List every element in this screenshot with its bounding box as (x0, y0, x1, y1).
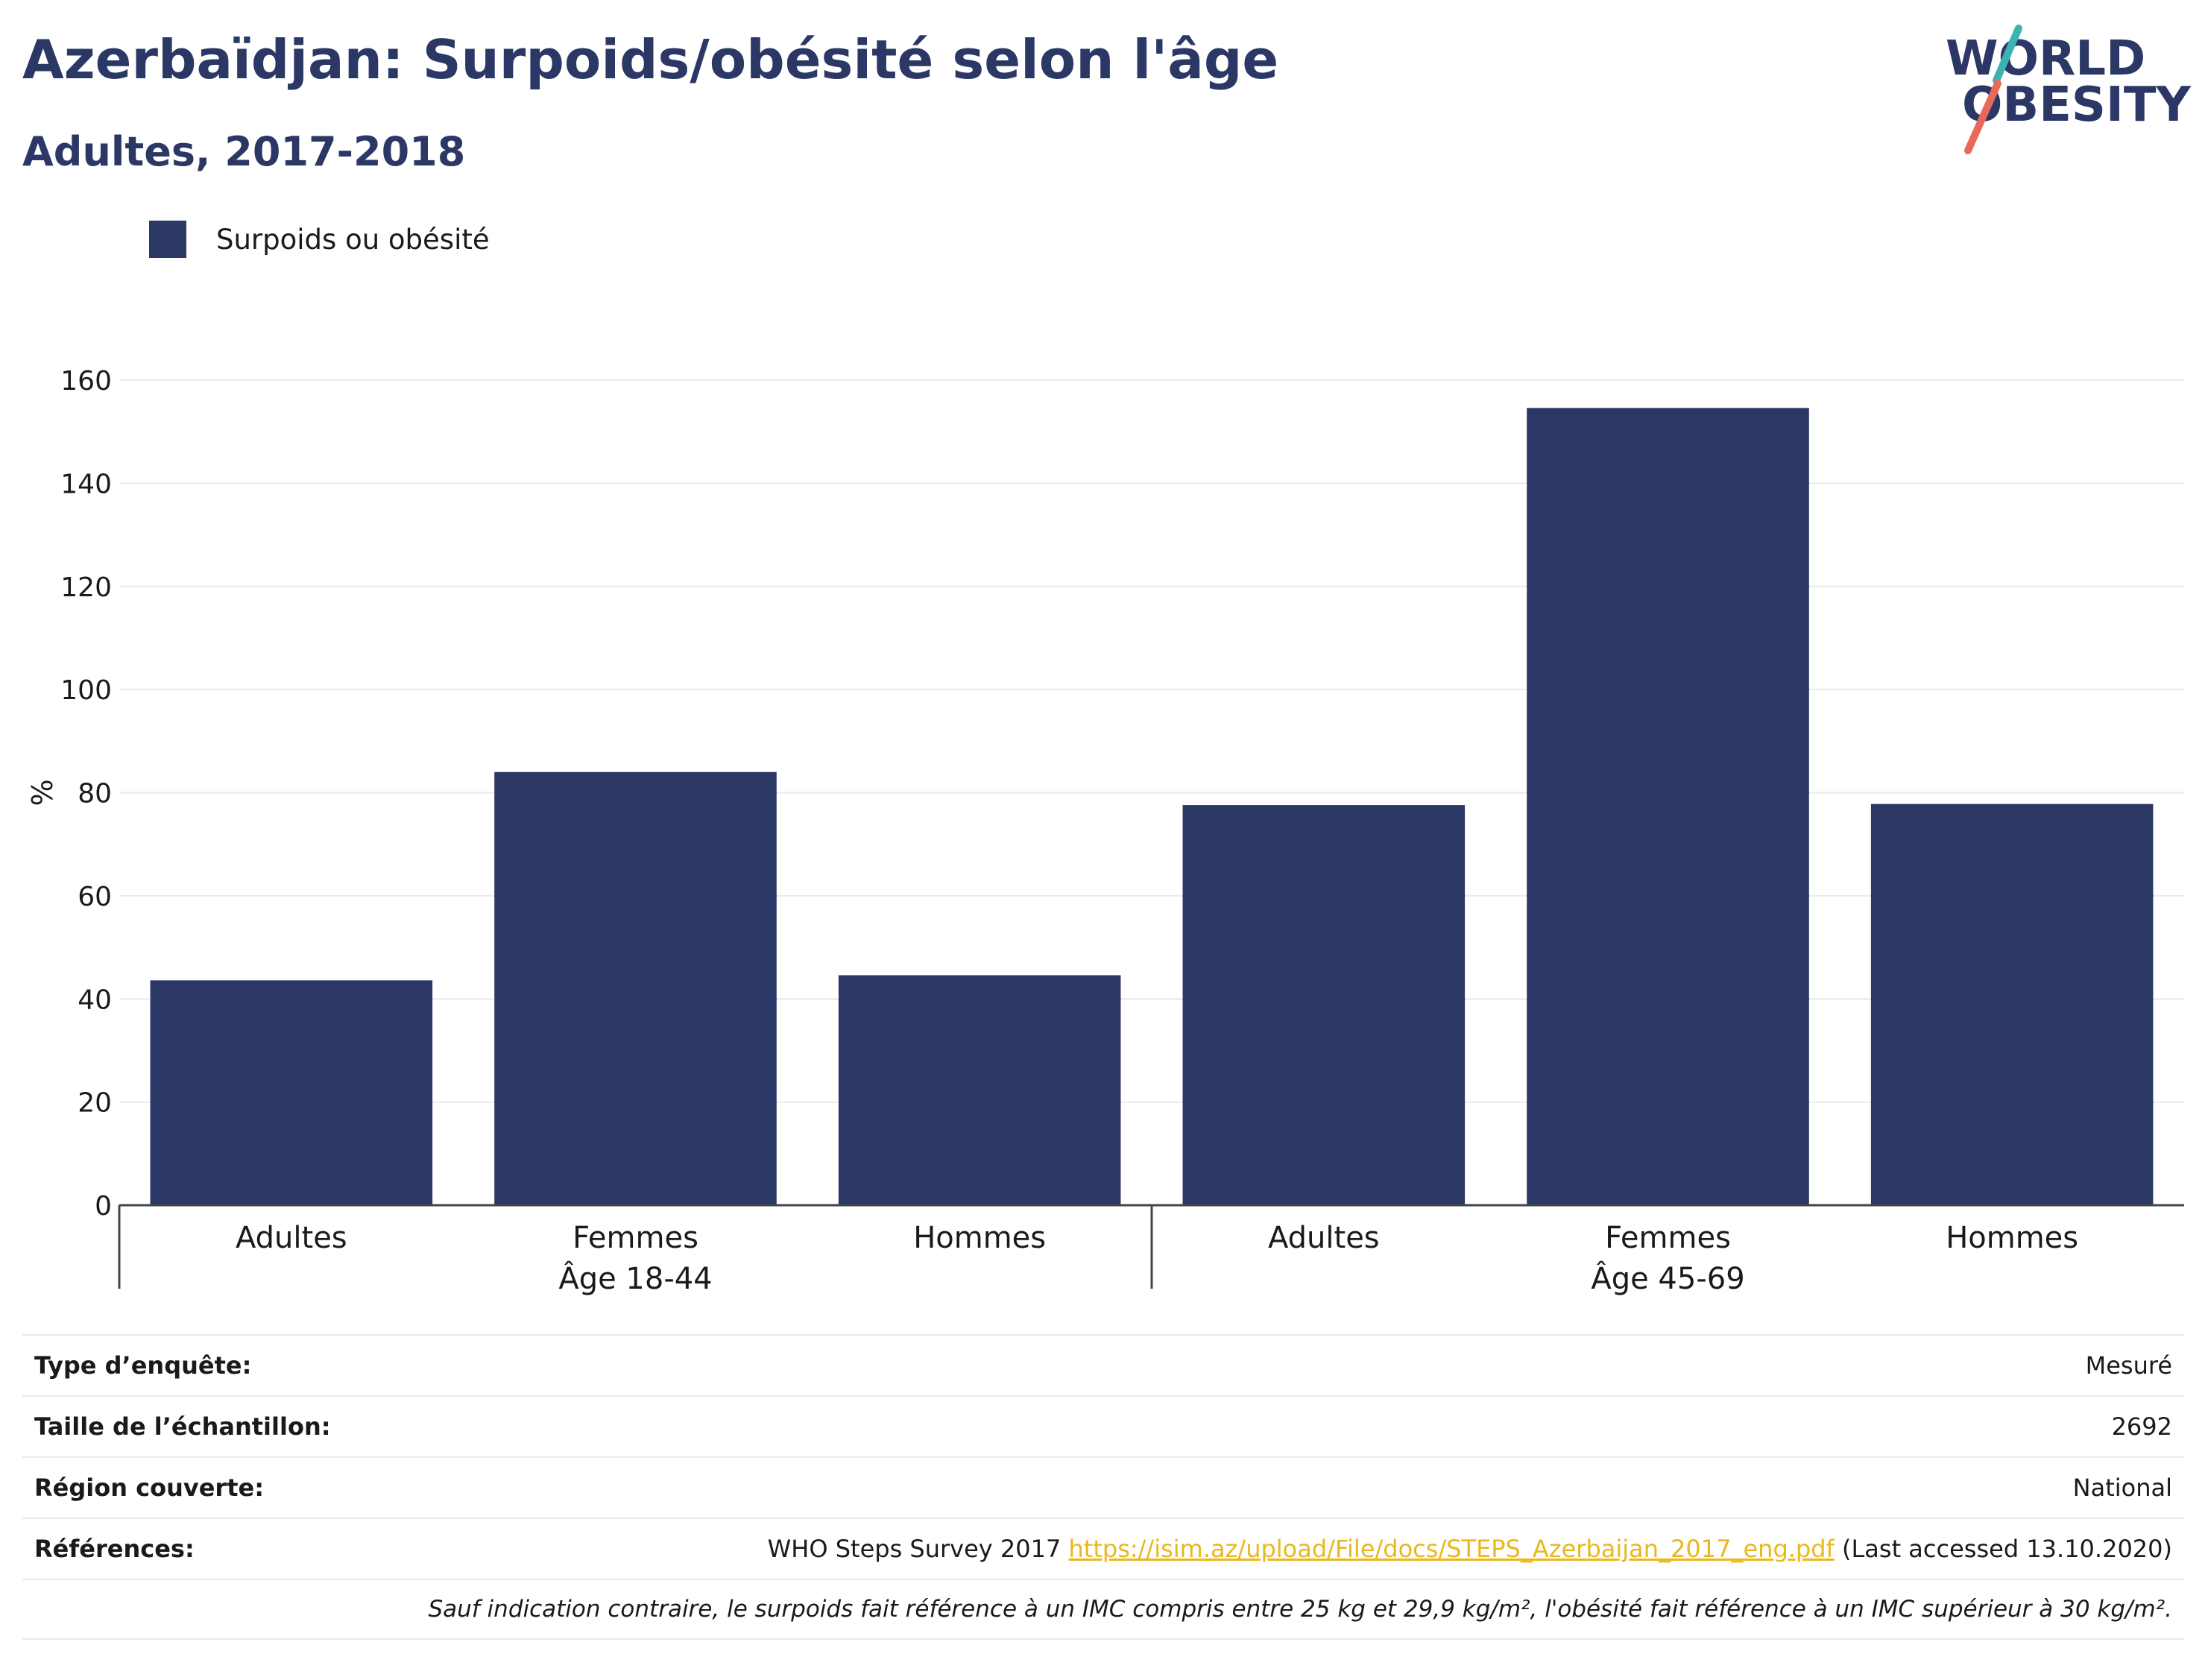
bar (1870, 803, 2154, 1205)
x-group-label: Âge 45-69 (1591, 1260, 1744, 1296)
info-row-survey-type: Type d’enquête: Mesuré (22, 1334, 2184, 1395)
logo-line-1: WORLD (1946, 31, 2145, 86)
legend-swatch (149, 221, 186, 258)
region-value: National (2072, 1474, 2172, 1502)
info-row-note: Sauf indication contraire, le surpoids f… (22, 1579, 2184, 1640)
y-tick-label: 20 (78, 1088, 112, 1119)
bar (1182, 805, 1466, 1205)
x-category-label: Adultes (1268, 1221, 1380, 1255)
info-row-sample-size: Taille de l’échantillon: 2692 (22, 1395, 2184, 1456)
y-tick-label: 140 (60, 469, 112, 499)
x-group-label: Âge 18-44 (558, 1260, 712, 1296)
chart-title: Azerbaïdjan: Surpoids/obésité selon l'âg… (22, 28, 1279, 91)
bar (150, 980, 433, 1205)
region-label: Région couverte: (34, 1474, 264, 1502)
legend: Surpoids ou obésité (149, 221, 490, 258)
x-category-label: Adultes (236, 1221, 347, 1255)
y-tick-label: 0 (95, 1191, 112, 1222)
info-row-region: Région couverte: National (22, 1456, 2184, 1518)
sample-size-value: 2692 (2111, 1412, 2172, 1441)
y-tick-label: 80 (78, 779, 112, 809)
references-label: Références: (34, 1535, 195, 1563)
y-tick-label: 60 (78, 882, 112, 912)
logo-slash-top (1993, 25, 2022, 84)
x-category-label: Femmes (572, 1221, 698, 1255)
bar-chart: 0 20 40 60 80 100 120 140 160% Adultes Femmes Homme… (26, 366, 2184, 1296)
y-tick-label: 160 (60, 366, 112, 397)
bar (1527, 408, 1809, 1205)
info-row-references: Références: WHO Steps Survey 2017 https:… (22, 1518, 2184, 1579)
legend-label: Surpoids ou obésité (216, 223, 490, 256)
references-link[interactable]: https://isim.az/upload/File/docs/STEPS_A… (1068, 1535, 1835, 1563)
y-tick-label: 40 (78, 985, 112, 1015)
y-axis-title: % (26, 779, 59, 806)
bmi-note: Sauf indication contraire, le surpoids f… (428, 1596, 2172, 1623)
survey-type-value: Mesuré (2085, 1351, 2172, 1380)
x-category-label: Hommes (1946, 1221, 2078, 1255)
references-value: WHO Steps Survey 2017 https://isim.az/up… (768, 1535, 2172, 1563)
bar (494, 771, 777, 1205)
survey-type-label: Type d’enquête: (34, 1351, 252, 1380)
references-text: WHO Steps Survey 2017 (767, 1535, 1062, 1563)
bar (838, 975, 1121, 1205)
x-category-label: Femmes (1605, 1221, 1731, 1255)
y-tick-label: 120 (60, 572, 112, 603)
chart-subtitle: Adultes, 2017-2018 (22, 128, 466, 175)
survey-info-table: Type d’enquête: Mesuré Taille de l’échan… (22, 1334, 2184, 1640)
x-category-label: Hommes (913, 1221, 1046, 1255)
logo-slash-bottom (1964, 80, 2001, 154)
references-accessed: (Last accessed 13.10.2020) (1841, 1535, 2172, 1563)
world-obesity-logo: WORLD OBESITY (1946, 25, 2191, 154)
sample-size-label: Taille de l’échantillon: (34, 1412, 331, 1441)
y-tick-label: 100 (60, 675, 112, 706)
